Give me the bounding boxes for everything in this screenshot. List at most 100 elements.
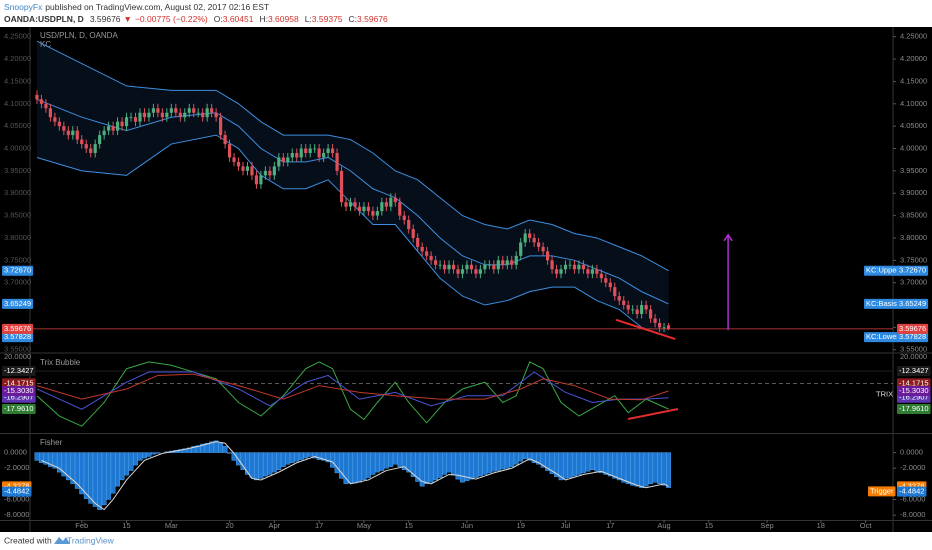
fisher-bar: [442, 452, 447, 475]
y-tick-label: 4.10000: [900, 99, 927, 108]
fisher-bar: [576, 452, 582, 475]
y-tick-label: 3.70000: [900, 278, 927, 287]
fisher-bar: [213, 440, 219, 453]
candle-body: [277, 157, 281, 167]
candle-body: [192, 108, 196, 113]
candle-body: [210, 108, 214, 113]
pane-title: USD/PLN, D, OANDA: [40, 31, 118, 40]
series-label-right-bg: [897, 386, 931, 397]
candle-body: [93, 144, 97, 153]
candle-body: [115, 121, 120, 131]
level-label-right: -14.1715: [899, 378, 929, 387]
x-tick-label: Apr: [269, 521, 281, 530]
x-tick-label: 15: [122, 521, 130, 530]
arrow-head: [723, 233, 733, 242]
candle-body: [223, 135, 227, 145]
candle-body: [559, 269, 563, 274]
fisher-bar: [307, 452, 313, 457]
candle-body: [326, 148, 330, 153]
candle-body: [362, 206, 366, 212]
fisher-bar: [437, 452, 443, 478]
y-tick-label-left: 3.90000: [4, 188, 31, 197]
candle-body: [187, 108, 191, 113]
candle-body: [375, 211, 379, 216]
fisher-bar: [146, 452, 152, 457]
candle-body: [322, 152, 326, 158]
fisher-bar: [374, 452, 380, 473]
candle-body: [550, 260, 554, 270]
candle-body: [460, 269, 465, 274]
fisher-bar: [585, 452, 591, 472]
trigger-name-bg: [868, 486, 896, 497]
candle-body: [286, 157, 290, 162]
x-tick-label: Mar: [165, 521, 178, 530]
candle-body: [330, 148, 335, 153]
candle-body: [84, 144, 88, 149]
y-tick-label: 4.15000: [900, 76, 927, 85]
footer-brand[interactable]: TradingView: [67, 535, 115, 545]
candle-body: [545, 251, 550, 261]
candle-body: [111, 126, 115, 131]
y-tick-label-left: 3.70000: [4, 278, 31, 287]
trigger-name: Trigger: [870, 486, 894, 495]
fisher-bar: [589, 452, 595, 470]
candle-body: [272, 166, 276, 176]
fisher-bar: [119, 452, 125, 481]
y-tick-label: -8.0000: [900, 510, 925, 519]
y-tick-label: 3.85000: [900, 211, 927, 220]
candle-body: [577, 264, 581, 270]
candle-body: [514, 255, 518, 265]
y-tick-label: 3.80000: [900, 233, 927, 242]
candle-body: [581, 264, 586, 270]
fisher-bar: [267, 452, 273, 475]
trendline: [627, 408, 679, 420]
ohlc-key: O:: [214, 14, 223, 24]
series-label-right: -15.3030: [899, 386, 929, 395]
fisher-bar: [128, 452, 134, 471]
y-tick-label: 4.25000: [900, 32, 927, 41]
change-arrow: ▼: [124, 14, 132, 24]
candle-body: [425, 251, 429, 256]
candle-body: [434, 260, 438, 265]
change: −0.00775 (−0.22%): [135, 14, 208, 24]
overlay-value-left-bg: [2, 298, 34, 309]
candle-body: [465, 264, 469, 270]
fisher-bar: [366, 452, 371, 478]
candle-body: [568, 264, 572, 266]
fisher-bar: [616, 452, 622, 481]
fisher-bar: [133, 452, 138, 466]
fisher-bar: [607, 452, 613, 477]
candle-body: [35, 94, 39, 100]
fisher-bar: [563, 452, 568, 479]
y-tick-label: -2.0000: [900, 463, 925, 472]
candle-body: [348, 202, 353, 207]
candle-body: [398, 202, 402, 216]
fisher-bar: [500, 452, 506, 470]
x-tick-label: May: [357, 521, 371, 530]
pane-subtitle: KC: [40, 40, 51, 49]
candle-body: [496, 260, 500, 270]
price-label-right-bg: [897, 323, 929, 334]
y-tick-label-left: -2.0000: [4, 463, 29, 472]
fisher-bar: [289, 452, 295, 463]
candle-body: [411, 229, 415, 238]
candle-body: [666, 325, 671, 329]
candle-body: [75, 130, 79, 140]
fisher-bar: [630, 452, 636, 486]
candle-body: [523, 233, 527, 243]
fisher-bar: [433, 452, 439, 481]
overlay-value-right: 3.65249: [899, 299, 926, 308]
keltner-line: [36, 134, 669, 338]
candle-body: [572, 264, 577, 270]
keltner-line: [36, 40, 669, 272]
trendline: [615, 318, 676, 340]
fisher-bar: [227, 452, 232, 454]
candle-body: [295, 152, 299, 158]
fisher-bar: [276, 452, 282, 470]
candle-body: [442, 264, 447, 270]
level-label-left-bg: [2, 365, 36, 376]
author[interactable]: SnoopyFx: [4, 2, 43, 12]
candle-body: [528, 233, 532, 238]
chart-bg: [0, 27, 932, 532]
